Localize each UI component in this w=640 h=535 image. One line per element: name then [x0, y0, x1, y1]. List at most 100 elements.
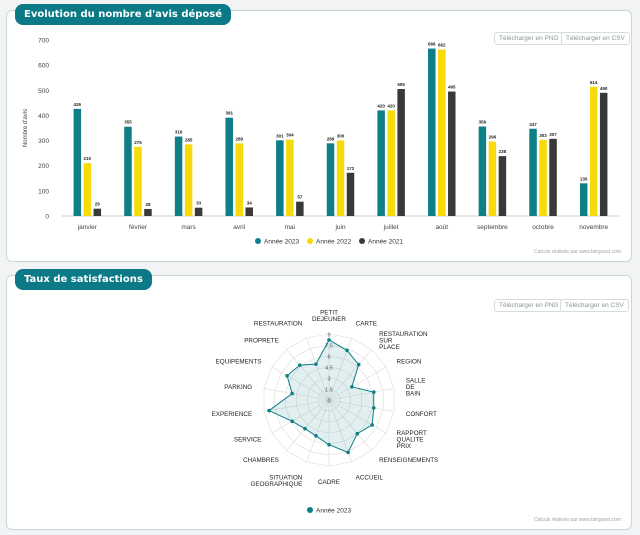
- bar-value-label: 490: [600, 86, 608, 91]
- bar: [296, 201, 304, 216]
- bar: [235, 143, 243, 216]
- radar-spoke: [271, 399, 330, 434]
- radar-point: [267, 408, 271, 413]
- bar: [589, 86, 598, 216]
- radar-point: [371, 390, 376, 394]
- bar-value-label: 420: [377, 103, 385, 108]
- bar: [144, 208, 152, 216]
- x-tick-label: juillet: [383, 224, 399, 231]
- bar: [599, 92, 608, 216]
- bar: [549, 138, 557, 216]
- radar-point: [370, 423, 374, 427]
- radar-spoke: [286, 399, 330, 451]
- bar: [448, 91, 456, 216]
- radar-spoke: [263, 388, 330, 401]
- bar-value-label: 495: [448, 85, 456, 90]
- radar-axis-label: CARTE: [356, 321, 377, 328]
- bar-value-label: 289: [327, 136, 335, 141]
- x-tick-label: janvier: [77, 224, 98, 231]
- x-tick-label: mars: [181, 224, 196, 231]
- radar-point: [356, 362, 361, 367]
- legend-marker: [307, 507, 313, 513]
- y-tick-label: 200: [38, 163, 49, 170]
- bar: [539, 139, 547, 216]
- radar-tick-label: 3: [327, 377, 330, 383]
- radar-tick-label: 4.5: [325, 366, 333, 372]
- y-tick-label: 700: [38, 38, 49, 45]
- bar: [184, 144, 193, 216]
- legend-label: Année 2022: [316, 238, 351, 245]
- bar: [194, 207, 203, 216]
- radar-tick-label: 6: [327, 355, 330, 361]
- bar-value-label: 301: [276, 133, 284, 138]
- download-csv-button[interactable]: Télécharger en CSV: [561, 32, 630, 45]
- radar-spoke: [263, 399, 330, 412]
- radar-axis-label: RESTAURATION: [254, 321, 303, 328]
- reviews-evolution-card: Evolution du nombre d'avis déposé Téléch…: [6, 4, 632, 262]
- bar-value-label: 29: [95, 202, 101, 207]
- radar-point: [346, 450, 350, 455]
- radar-axis-label: RESTAURATION SUR PLACE: [379, 331, 428, 351]
- bar-value-label: 130: [580, 176, 588, 181]
- radar-point: [285, 374, 289, 378]
- y-tick-label: 600: [38, 63, 49, 70]
- bar-value-label: 34: [247, 200, 253, 205]
- radar-spoke: [306, 337, 330, 401]
- bar-value-label: 347: [529, 122, 537, 127]
- radar-spoke: [328, 349, 372, 401]
- bar-value-label: 33: [196, 201, 202, 206]
- y-axis-label: Nombre d'avis: [23, 109, 29, 147]
- bar: [387, 110, 395, 216]
- radar-spoke: [328, 337, 352, 401]
- radar-tick-label: 7.5: [325, 344, 333, 350]
- bar-value-label: 316: [175, 130, 183, 135]
- bar-value-label: 355: [124, 120, 132, 125]
- x-tick-label: février: [129, 224, 148, 231]
- bar-value-label: 57: [297, 195, 303, 200]
- radar-tick-label: 1.5: [325, 388, 333, 394]
- radar-axis-label: ACCUEIL: [356, 474, 384, 481]
- radar-point: [297, 363, 302, 367]
- radar-axis-label: PROPRETE: [244, 338, 279, 345]
- bar-value-label: 304: [286, 133, 294, 138]
- radar-axis-label: REGION: [397, 358, 422, 365]
- bar: [245, 207, 253, 216]
- bar-value-label: 514: [590, 80, 598, 85]
- x-tick-label: juin: [334, 224, 346, 231]
- radar-axis-label: EXPERIENCE: [212, 411, 253, 418]
- bar-value-label: 420: [387, 103, 395, 108]
- reviews-evolution-title: Evolution du nombre d'avis déposé: [15, 4, 232, 25]
- bar: [498, 156, 507, 216]
- bar: [529, 128, 537, 216]
- bar: [286, 139, 294, 216]
- legend-marker: [255, 238, 261, 244]
- radar-point: [371, 406, 376, 410]
- reviews-bar-chart: 0 100 200 300 400 500 600 700 Nombre d'avis janvi…: [23, 38, 619, 245]
- x-tick-label: août: [435, 224, 448, 231]
- bar-value-label: 275: [134, 140, 142, 145]
- radar-axis-label: SALLE DE BAIN: [406, 377, 426, 397]
- download-csv-button[interactable]: Télécharger en CSV: [560, 299, 629, 312]
- legend-label: Année 2023: [264, 238, 299, 245]
- bar: [93, 208, 102, 216]
- bar-value-label: 426: [74, 102, 82, 107]
- radar-axis-label: RENSEIGNEMENTS: [379, 457, 438, 464]
- radar-tick-label: 9: [327, 333, 330, 339]
- y-tick-label: 400: [38, 113, 49, 120]
- bar-value-label: 210: [84, 156, 92, 161]
- radar-point: [350, 385, 354, 389]
- radar-axis-label: CADRE: [318, 479, 340, 486]
- radar-point: [327, 338, 331, 342]
- bar: [225, 117, 233, 216]
- bar-value-label: 307: [549, 132, 557, 137]
- bar: [346, 172, 355, 216]
- x-tick-label: octobre: [532, 224, 554, 231]
- bar: [276, 140, 284, 216]
- radar-point: [303, 426, 307, 431]
- radar-axis-label: PETIT DEJEUNER: [312, 310, 346, 324]
- radar-spoke: [306, 399, 330, 463]
- chart-credit: Calculs réalisés par www.fairguest.com: [534, 517, 621, 523]
- chart-credit: Calculs réalisés par www.fairguest.com: [534, 249, 621, 255]
- radar-tick-label: 0: [327, 399, 330, 405]
